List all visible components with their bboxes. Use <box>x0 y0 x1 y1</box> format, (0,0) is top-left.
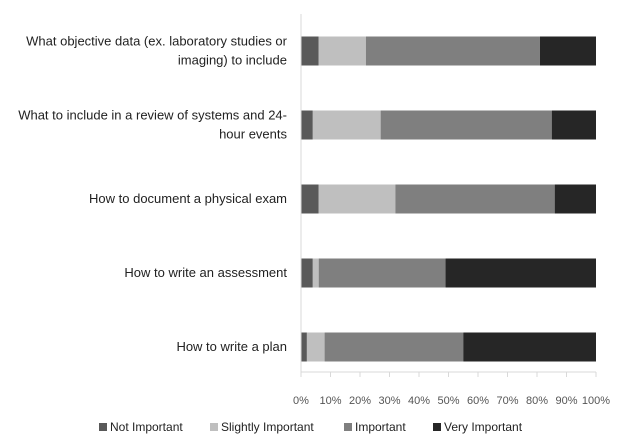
category-label-line: How to write a plan <box>176 339 287 354</box>
legend-label-2: Slightly Important <box>221 420 314 434</box>
x-tick-label: 90% <box>555 395 577 407</box>
bar-segment-2-3 <box>380 110 552 140</box>
bar-segment-4-4 <box>445 258 596 288</box>
legend-swatch-4 <box>433 423 441 431</box>
bar-segment-1-1 <box>301 36 319 66</box>
category-label-line: imaging) to include <box>178 53 287 68</box>
legend-label-1: Not Important <box>110 420 183 434</box>
bar-segment-2-2 <box>312 110 381 140</box>
bar-segment-1-4 <box>539 36 596 66</box>
bar-segment-5-3 <box>324 332 464 362</box>
category-label-2: What to include in a review of systems a… <box>18 108 287 142</box>
category-label-line: hour events <box>219 127 287 142</box>
category-label-1: What objective data (ex. laboratory stud… <box>26 34 288 68</box>
bar-segment-5-1 <box>301 332 307 362</box>
category-label-line: How to write an assessment <box>124 265 287 280</box>
bar-segment-3-3 <box>395 184 555 214</box>
x-tick-label: 40% <box>408 395 430 407</box>
category-label-line: What to include in a review of systems a… <box>18 108 287 123</box>
category-label-4: How to write an assessment <box>124 265 287 280</box>
x-tick-label: 60% <box>467 395 489 407</box>
bar-segment-4-1 <box>301 258 313 288</box>
category-label-3: How to document a physical exam <box>89 191 287 206</box>
category-label-line: How to document a physical exam <box>89 191 287 206</box>
bar-segment-1-2 <box>318 36 366 66</box>
bar-segment-3-2 <box>318 184 396 214</box>
x-tick-label: 10% <box>319 395 341 407</box>
bar-segment-5-2 <box>306 332 325 362</box>
legend-label-4: Very Important <box>444 420 523 434</box>
bar-segment-2-1 <box>301 110 313 140</box>
category-label-line: What objective data (ex. laboratory stud… <box>26 34 288 49</box>
bar-segment-5-4 <box>463 332 596 362</box>
x-tick-label: 30% <box>378 395 400 407</box>
x-tick-label: 100% <box>582 395 610 407</box>
bar-segment-2-4 <box>551 110 596 140</box>
legend-swatch-2 <box>210 423 218 431</box>
legend-swatch-1 <box>99 423 107 431</box>
x-tick-label: 70% <box>496 395 518 407</box>
bar-segment-4-3 <box>318 258 446 288</box>
bar-segment-3-4 <box>554 184 596 214</box>
bar-segment-3-1 <box>301 184 319 214</box>
bar-segment-1-3 <box>365 36 540 66</box>
bar-segment-4-2 <box>312 258 319 288</box>
x-tick-label: 50% <box>437 395 459 407</box>
legend-label-3: Important <box>355 420 406 434</box>
category-label-5: How to write a plan <box>176 339 287 354</box>
x-tick-label: 80% <box>526 395 548 407</box>
legend-swatch-3 <box>344 423 352 431</box>
x-tick-label: 20% <box>349 395 371 407</box>
x-tick-label: 0% <box>293 395 309 407</box>
